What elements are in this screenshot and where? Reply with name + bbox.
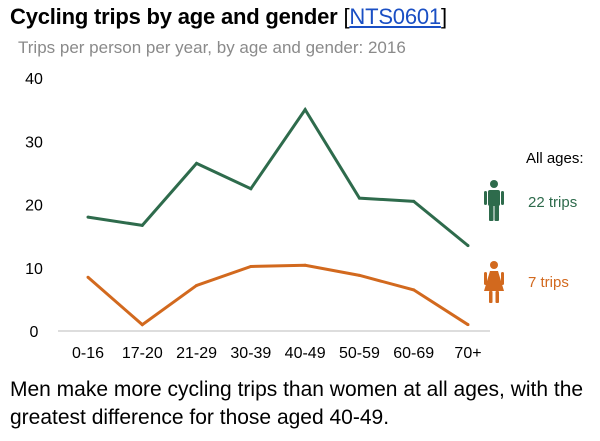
data-point-men <box>86 215 90 219</box>
y-tick-label: 20 <box>25 198 43 215</box>
y-tick-label: 30 <box>25 134 43 151</box>
series-line-women <box>87 263 469 327</box>
line-chart: 0 10 20 30 40 0-16 17-20 21-29 30-39 40-49 50-59 6… <box>25 71 504 362</box>
data-point-women <box>249 264 253 268</box>
y-tick-label: 40 <box>25 71 43 88</box>
y-tick-label: 0 <box>30 324 39 341</box>
legend-heading: All ages: <box>526 150 584 167</box>
x-tick-label: 21-29 <box>176 345 217 362</box>
data-point-women <box>303 263 307 267</box>
data-point-men <box>466 244 470 248</box>
man-icon <box>484 180 504 221</box>
x-tick-label: 70+ <box>454 345 481 362</box>
data-point-women <box>466 323 470 327</box>
ref-link[interactable]: NTS0601 <box>349 4 441 29</box>
ref-bracket-open: [ <box>343 4 350 29</box>
data-point-men <box>249 187 253 191</box>
x-tick-label: 50-59 <box>339 345 380 362</box>
y-tick-label: 10 <box>25 261 43 278</box>
x-tick-label: 40-49 <box>285 345 326 362</box>
chart-subtitle: Trips per person per year, by age and ge… <box>18 38 406 57</box>
data-point-men <box>303 108 307 112</box>
data-point-women <box>86 275 90 279</box>
chart-caption: Men make more cycling trips than women a… <box>10 378 584 429</box>
y-axis: 0 10 20 30 40 <box>25 71 43 341</box>
data-point-women <box>357 273 361 277</box>
x-tick-label: 60-69 <box>393 345 434 362</box>
x-axis: 0-16 17-20 21-29 30-39 40-49 50-59 60-69 70+ <box>72 345 482 362</box>
data-point-men <box>357 196 361 200</box>
x-tick-label: 0-16 <box>72 345 104 362</box>
legend-women-label: 7 trips <box>528 274 569 291</box>
data-point-women <box>195 283 199 287</box>
chart-title: Cycling trips by age and gender [NTS0601… <box>10 4 447 30</box>
chart-title-text: Cycling trips by age and gender <box>10 4 338 29</box>
series-layer <box>86 106 470 327</box>
ref-bracket-close: ] <box>440 4 447 29</box>
data-point-men <box>140 223 144 227</box>
series-line-men <box>87 106 469 247</box>
data-point-women <box>412 288 416 292</box>
data-point-men <box>412 199 416 203</box>
data-point-women <box>140 323 144 327</box>
data-point-men <box>195 161 199 165</box>
x-tick-label: 30-39 <box>230 345 271 362</box>
x-tick-label: 17-20 <box>122 345 163 362</box>
woman-icon <box>484 261 504 303</box>
legend-men-label: 22 trips <box>528 194 578 211</box>
